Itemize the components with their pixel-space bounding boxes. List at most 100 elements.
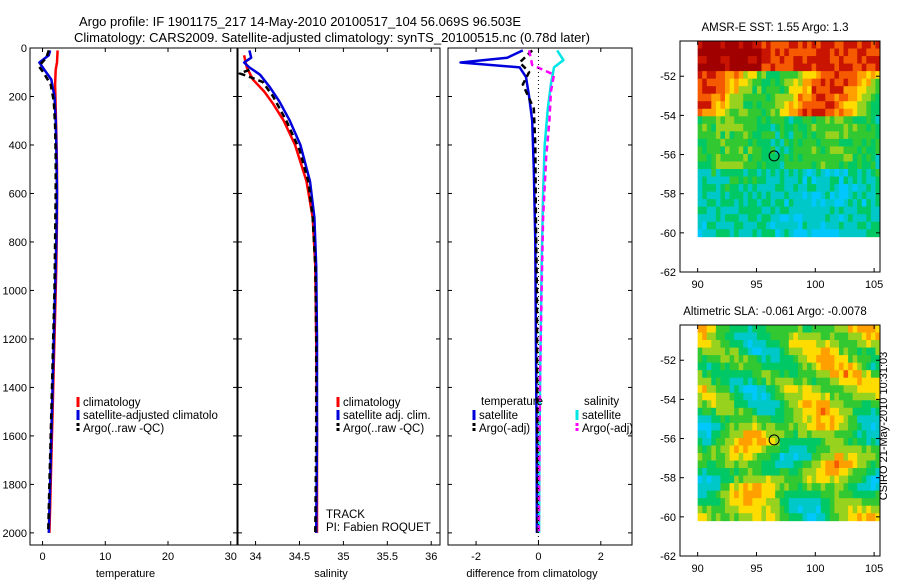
sla_map-cell (756, 355, 762, 364)
sst_map-cell (743, 221, 749, 230)
sst_map-cell (729, 56, 735, 64)
sst_map-cell (784, 184, 790, 192)
sst_map-cell (784, 116, 790, 125)
sla_map-cell (752, 505, 758, 514)
sst_map-cell (725, 101, 730, 110)
sla_map-cell (702, 332, 708, 341)
sst_map-cell (702, 191, 708, 200)
sst_map-cell (843, 108, 849, 117)
sla_map-cell (829, 445, 835, 454)
sst_map-cell (848, 93, 854, 102)
sst_map-cell (802, 184, 808, 192)
sst_map-cell (766, 146, 771, 155)
sst_map-cell (770, 146, 776, 155)
sla_map-cell (711, 400, 717, 409)
sst_map-cell (797, 229, 803, 238)
sla_map-cell (775, 483, 781, 492)
sst_map-cell (848, 169, 854, 177)
sla_map-cell (870, 362, 876, 371)
sst_map-cell (857, 116, 863, 125)
sst_map-cell (793, 153, 799, 162)
sla_map-cell (720, 415, 726, 424)
sst_map-cell (775, 206, 781, 215)
sla_map-cell (811, 468, 817, 476)
sst_map-cell (711, 169, 717, 177)
sla_map-cell (875, 483, 881, 492)
sla_map-cell (793, 385, 799, 394)
sla_map-cell (802, 453, 808, 461)
sla_map-cell (729, 407, 735, 416)
sst_map-cell (802, 153, 808, 162)
sst_map-cell (838, 184, 844, 192)
sla_map-cell (761, 498, 767, 507)
sla_map-cell (761, 513, 767, 522)
sst_map-cell (711, 229, 717, 238)
sla_map-cell (715, 468, 721, 476)
sst_map-cell (770, 191, 776, 200)
sst_map-cell (816, 221, 822, 230)
sla_map-cell (870, 340, 876, 348)
sla_map-cell (870, 498, 876, 507)
sla_map-cell (756, 445, 762, 454)
sla_map-cell (697, 490, 703, 499)
sla_map-cell (720, 430, 726, 439)
sst_map-cell (706, 78, 712, 87)
sla_map-cell (729, 377, 735, 386)
sla_map-cell (734, 513, 740, 522)
sla_map-cell (861, 513, 867, 522)
sla_map-cell (825, 332, 831, 341)
sla_map-cell (811, 362, 817, 371)
sst_map-cell (734, 138, 740, 147)
sst_map-cell (797, 191, 803, 200)
temperature-ytick-label: 200 (9, 91, 27, 103)
sst_map-cell (734, 214, 740, 223)
sst_map-cell (725, 63, 730, 72)
sla_map-cell (761, 392, 767, 401)
sla_map-cell (793, 468, 799, 476)
sst_map-cell (870, 48, 876, 57)
sst_map-cell (870, 138, 876, 147)
sst_map-cell (784, 176, 790, 185)
sst_map-cell (770, 123, 776, 132)
sla_map-cell (715, 498, 721, 507)
sla_map-cell (816, 400, 822, 409)
sla_map-cell (788, 505, 794, 514)
sst_map-cell (797, 146, 803, 155)
sla_map-cell (770, 437, 776, 446)
sst_map-cell (725, 191, 730, 200)
sst_map-cell (857, 206, 863, 215)
sst_map-cell (697, 41, 703, 49)
sla_map-cell (747, 355, 753, 364)
sst_map-cell (807, 146, 813, 155)
sla_map-cell (852, 490, 858, 499)
sla_map-cell (734, 422, 740, 431)
sla_map-cell (784, 453, 790, 461)
sst_map-cell (857, 41, 863, 49)
sla_map-cell (825, 377, 831, 386)
difference-salinity-legend-label: Argo(-adj) (582, 423, 633, 435)
sst_map-cell (747, 153, 753, 162)
sst_map-cell (857, 199, 863, 208)
sst_map-cell (807, 108, 813, 117)
sst_map-xtick-label: 95 (750, 279, 762, 291)
sla_map-cell (766, 392, 771, 401)
sla_map-cell (843, 453, 849, 461)
sla_map-cell (715, 362, 721, 371)
sla_map-cell (720, 437, 726, 446)
sla_map-cell (843, 445, 849, 454)
sla_map-cell (807, 347, 813, 356)
sla_map-cell (825, 453, 831, 461)
sla_map-cell (857, 505, 863, 514)
sst_map-cell (852, 48, 858, 57)
sla_map-cell (784, 468, 790, 476)
sla_map-cell (729, 437, 735, 446)
sla_map-cell (820, 340, 826, 348)
sla_map-cell (852, 377, 858, 386)
sst_map-cell (788, 199, 794, 208)
sla_map-cell (720, 370, 726, 379)
sst_map-cell (743, 101, 749, 110)
sst_map-cell (848, 78, 854, 87)
sst_map-cell (743, 176, 749, 185)
sst_map-cell (779, 214, 785, 223)
sst_map-cell (756, 93, 762, 102)
